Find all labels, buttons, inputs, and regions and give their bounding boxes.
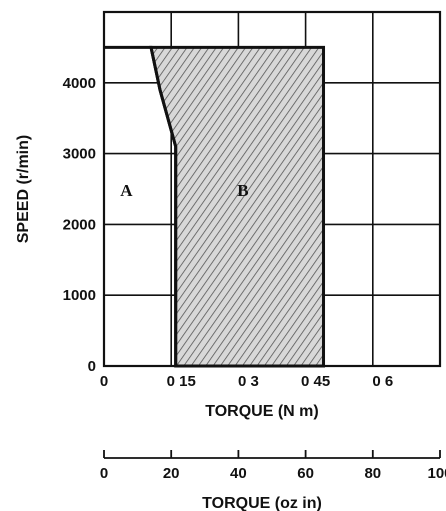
plot-frame-rect <box>102 10 442 368</box>
x2-tick-label: 80 <box>364 465 381 482</box>
y-tick-label: 1000 <box>63 287 96 304</box>
y-axis-title: SPEED (r/min) <box>15 135 32 243</box>
x-tick-label: 0 <box>100 373 108 390</box>
x2-tick-label: 20 <box>163 465 180 482</box>
y-tick-label: 2000 <box>63 216 96 233</box>
x2-tick-label: 100 <box>427 465 446 482</box>
x-axis-title: TORQUE (N m) <box>205 403 318 420</box>
y-tick-label: 0 <box>88 358 96 375</box>
x2-axis-title: TORQUE (oz in) <box>202 495 322 511</box>
x2-tick-label: 0 <box>100 465 108 482</box>
region-label-a: A <box>120 181 133 200</box>
y-tick-label: 3000 <box>63 146 96 163</box>
plot-frame <box>102 10 442 368</box>
x2-tick-label: 40 <box>230 465 247 482</box>
x-tick-label: 0 3 <box>238 373 259 390</box>
y-tick-label: 4000 <box>63 75 96 92</box>
x2-tick-label: 60 <box>297 465 314 482</box>
region-label-b: B <box>237 181 248 200</box>
regions <box>104 45 326 368</box>
x-tick-label: 0 6 <box>372 373 393 390</box>
x-tick-label: 0 15 <box>167 373 196 390</box>
region-a-boundary <box>104 45 178 366</box>
x-tick-label: 0 45 <box>301 373 330 390</box>
